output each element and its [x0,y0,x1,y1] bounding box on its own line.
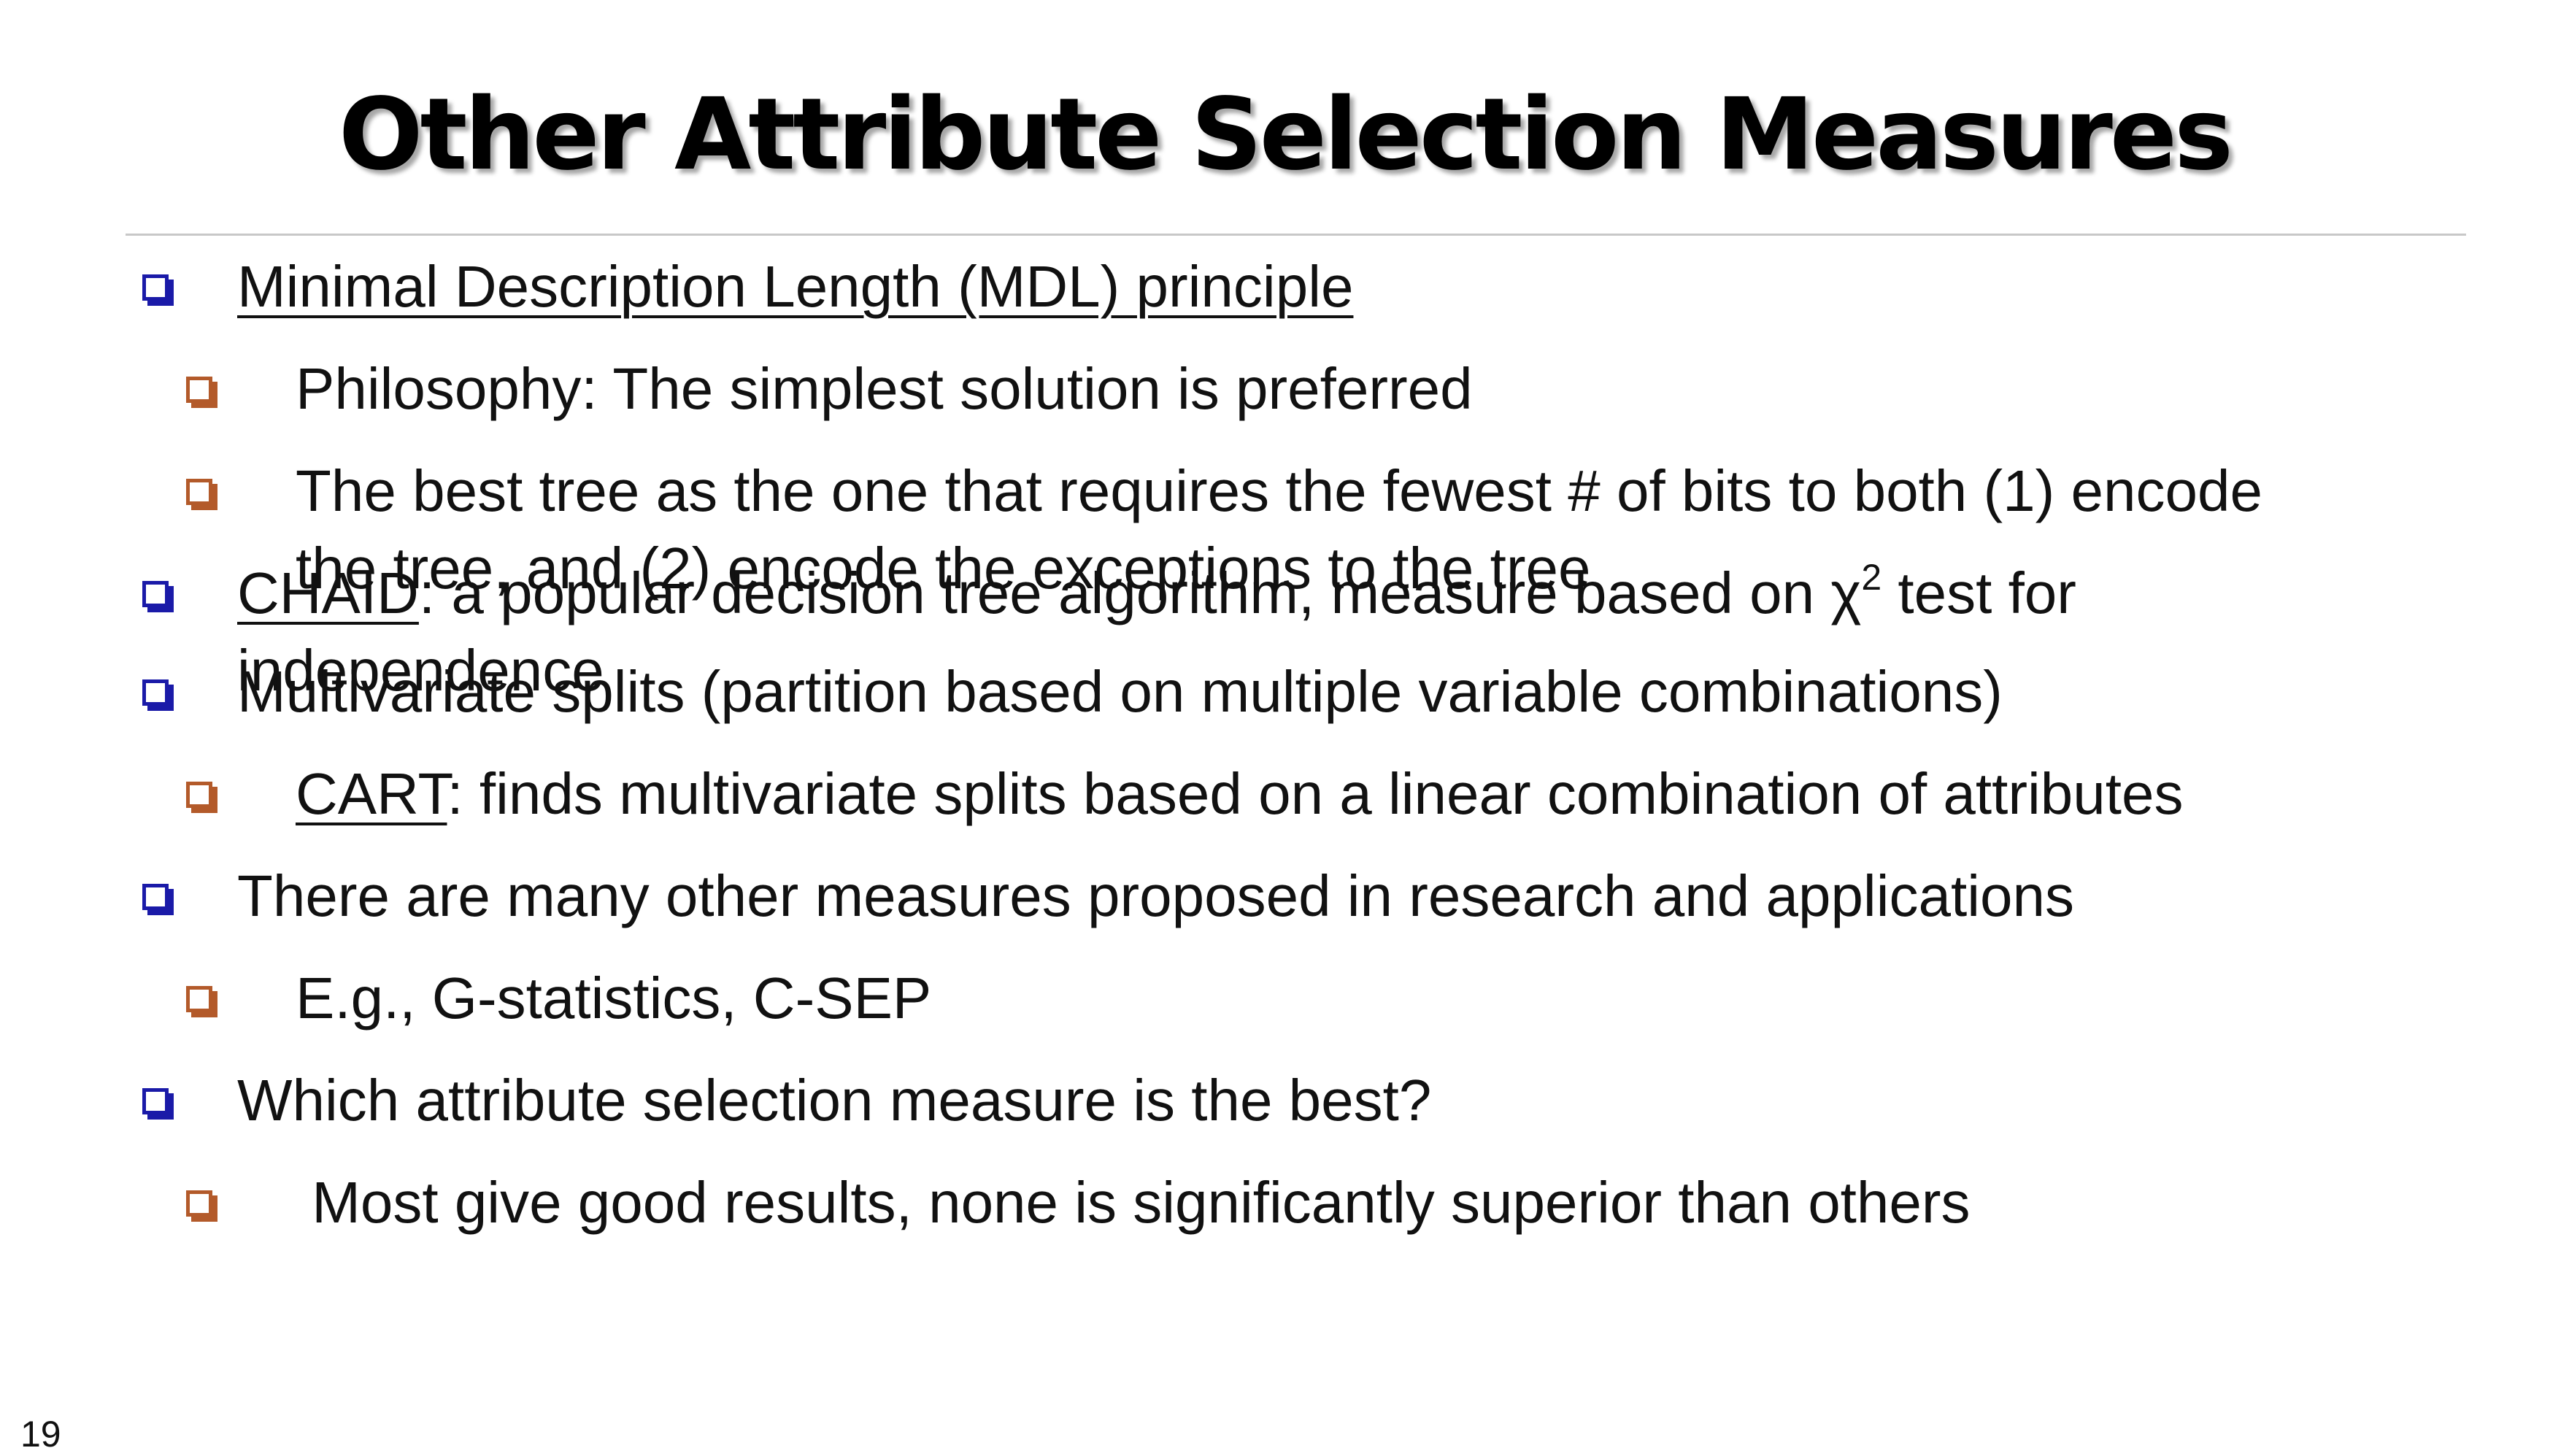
bullet-text-line: There are many other measures proposed i… [237,858,2074,935]
underlined-term: CHAID [237,561,419,625]
square-bullet-icon [142,1088,169,1114]
bullet-text: Philosophy: The simplest solution is pre… [296,356,1473,421]
bullet-text-continued: test for [1882,561,2076,625]
bullet-text: Which attribute selection measure is the… [237,1068,1432,1133]
square-bullet-icon [142,581,169,607]
bullet-text-line: Multivariate splits (partition based on … [237,653,2003,731]
bullet-text-line: Philosophy: The simplest solution is pre… [296,350,1473,428]
bullet-text-line: CHAID: a popular decision tree algorithm… [237,555,2076,632]
underlined-term: Minimal Description Length (MDL) princip… [237,254,1354,319]
bullet-text: E.g., G-statistics, C-SEP [296,966,932,1031]
bullet-text: Most give good results, none is signific… [296,1170,1971,1235]
square-bullet-icon [142,679,169,706]
bullet-text-line: the tree, and (2) encode the exceptions … [296,530,1591,607]
bullet-text: There are many other measures proposed i… [237,863,2074,928]
bullet-text: The best tree as the one that requires t… [296,458,2262,523]
bullet-text-line: Which attribute selection measure is the… [237,1062,1431,1139]
bullet-text-line: Most give good results, none is signific… [296,1164,1971,1241]
square-bullet-icon [142,884,169,910]
square-bullet-icon [186,479,212,505]
square-bullet-icon [186,986,212,1012]
bullet-text-line: The best tree as the one that requires t… [296,452,2262,530]
square-bullet-icon [186,1190,212,1217]
square-bullet-icon [186,782,212,808]
bullet-text: independence [237,638,604,703]
bullet-text: : a popular decision tree algorithm, mea… [418,561,1862,625]
bullet-text: the tree, and (2) encode the exceptions … [296,536,1591,601]
bullet-text-line: independence [237,632,604,709]
slide-title: Other Attribute Selection Measures [338,77,2233,193]
bullet-text-line: E.g., G-statistics, C-SEP [296,960,931,1037]
bullet-text: : finds multivariate splits based on a l… [447,761,2184,826]
square-bullet-icon [142,274,169,301]
bullet-text: Multivariate splits (partition based on … [237,659,2003,724]
square-bullet-icon [186,377,212,403]
superscript: 2 [1861,557,1882,598]
title-divider [126,234,2466,236]
page-number: 19 [20,1414,61,1455]
bullet-text-line: Minimal Description Length (MDL) princip… [237,248,1353,326]
bullet-text-line: CART: finds multivariate splits based on… [296,755,2184,833]
underlined-term: CART [296,761,447,826]
